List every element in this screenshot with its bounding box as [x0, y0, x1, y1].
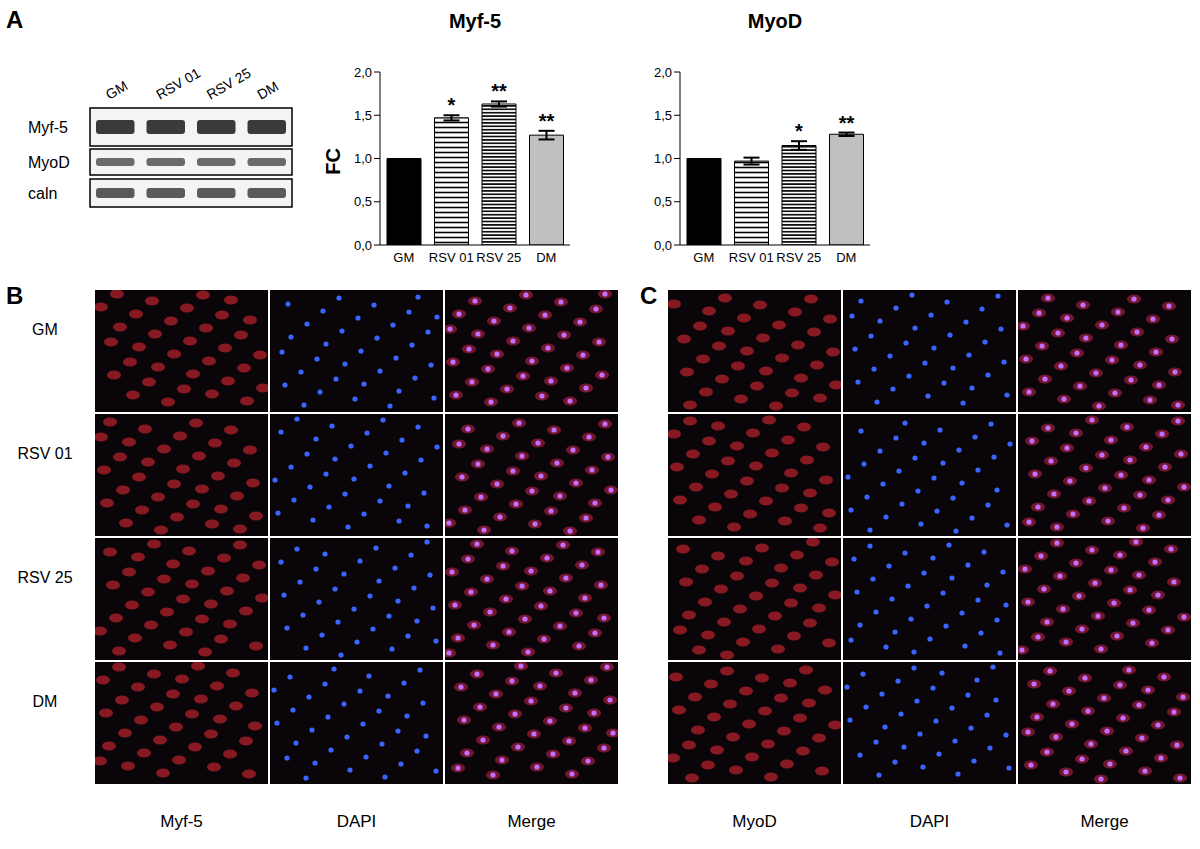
svg-text:1,0: 1,0	[354, 151, 372, 166]
svg-text:1,5: 1,5	[354, 108, 372, 123]
html-text:Myf-5: Myf-5	[448, 10, 502, 32]
html-text:DM: DM	[32, 693, 58, 710]
svg-text:GM: GM	[693, 250, 714, 265]
html-text:Myf-5: Myf-5	[160, 812, 203, 831]
svg-text:GM: GM	[103, 77, 131, 102]
html-text:MyoD: MyoD	[747, 10, 803, 32]
html-text:Merge: Merge	[507, 812, 556, 831]
svg-text:0,0: 0,0	[354, 238, 372, 253]
html-text:DAPI: DAPI	[909, 812, 950, 831]
svg-text:GM: GM	[393, 250, 414, 265]
html-text:Merge: Merge	[1080, 812, 1129, 831]
html-text:MyoD: MyoD	[732, 812, 777, 831]
svg-text:DM: DM	[836, 250, 856, 265]
svg-text:0,0: 0,0	[654, 238, 672, 253]
svg-text:*: *	[448, 94, 456, 116]
svg-text:**: **	[491, 80, 507, 102]
svg-text:2,0: 2,0	[654, 65, 672, 80]
html-text:RSV 25: RSV 25	[17, 569, 73, 586]
svg-text:DM: DM	[254, 78, 281, 103]
svg-text:RSV 25: RSV 25	[476, 250, 521, 265]
html-text:RSV 01: RSV 01	[17, 445, 73, 462]
svg-text:0,5: 0,5	[654, 194, 672, 209]
html-text:FC: FC	[321, 148, 344, 175]
svg-text:RSV 01: RSV 01	[729, 250, 774, 265]
svg-text:1,0: 1,0	[654, 151, 672, 166]
svg-text:RSV 25: RSV 25	[776, 250, 821, 265]
svg-text:RSV 01: RSV 01	[153, 65, 203, 103]
svg-text:Myf-5: Myf-5	[28, 119, 68, 136]
svg-text:DM: DM	[536, 250, 556, 265]
svg-text:**: **	[539, 110, 555, 132]
html-text:C: C	[640, 282, 658, 309]
html-text:B: B	[6, 282, 24, 309]
svg-text:**: **	[839, 112, 855, 134]
svg-text:RSV 25: RSV 25	[204, 65, 254, 103]
svg-text:RSV 01: RSV 01	[429, 250, 474, 265]
svg-text:0,5: 0,5	[354, 194, 372, 209]
html-text:A: A	[6, 6, 24, 33]
svg-text:1,5: 1,5	[654, 108, 672, 123]
svg-text:2,0: 2,0	[354, 65, 372, 80]
html-text:GM: GM	[32, 321, 58, 338]
svg-text:caln: caln	[28, 185, 57, 202]
svg-text:MyoD: MyoD	[28, 154, 70, 171]
svg-text:*: *	[795, 120, 803, 142]
html-text:DAPI: DAPI	[336, 812, 377, 831]
